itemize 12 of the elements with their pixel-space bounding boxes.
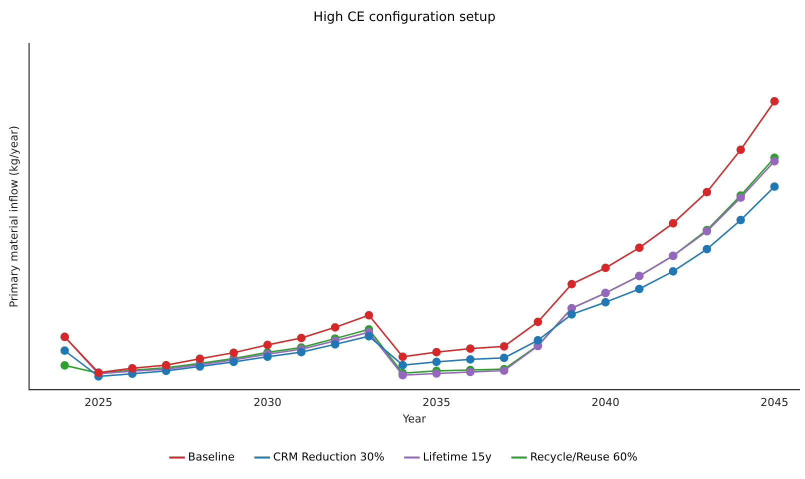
x-tick-label: 2040 [591, 396, 620, 410]
x-tick-label: 2045 [760, 396, 788, 410]
legend-label: Baseline [188, 450, 235, 464]
x-tick-label: 2030 [253, 396, 282, 410]
chart-title: High CE configuration setup [313, 10, 496, 26]
x-tick-label: 2035 [422, 396, 450, 410]
x-tick-label: 2025 [84, 396, 112, 410]
legend-label: Recycle/Reuse 60% [530, 450, 638, 464]
y-axis-title: Primary material inflow (kg/year) [7, 126, 20, 308]
legend-label: CRM Reduction 30% [273, 450, 384, 464]
legend-label: Lifetime 15y [422, 450, 492, 464]
x-axis-title: Year [402, 412, 426, 426]
